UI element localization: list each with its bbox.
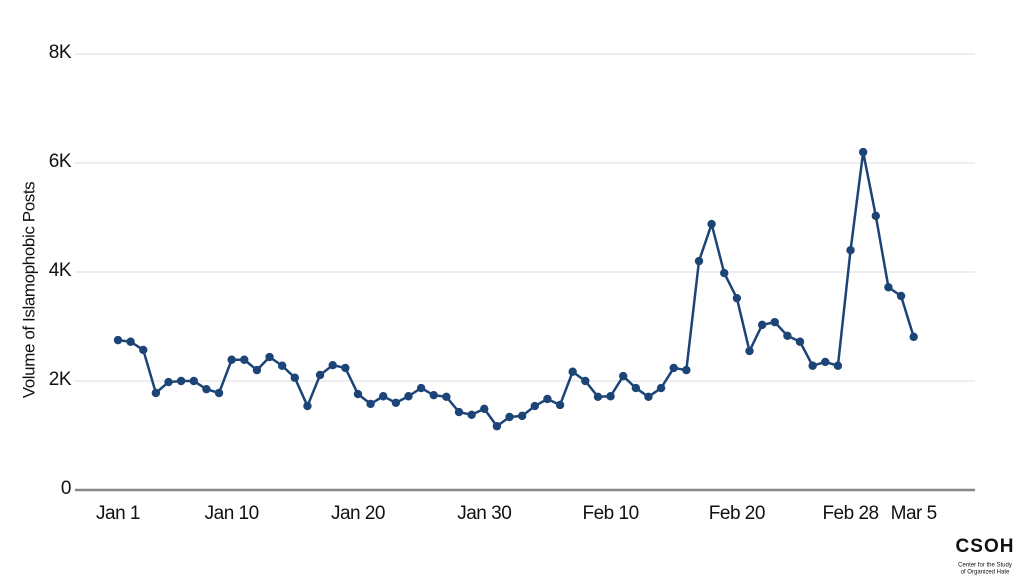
x-tick-label: Feb 10 (582, 503, 638, 524)
point (909, 332, 918, 342)
point (833, 361, 843, 370)
point (189, 376, 198, 386)
point (530, 401, 539, 411)
point (757, 320, 767, 330)
point (202, 384, 211, 394)
y-axis-label: Volume of Islamophobic Posts (19, 182, 38, 399)
point (379, 392, 388, 401)
point (113, 335, 123, 345)
point (581, 376, 590, 386)
point (391, 398, 401, 407)
point (517, 411, 527, 421)
point (770, 317, 779, 327)
y-tick-label: 8K (49, 42, 72, 63)
point (568, 367, 577, 376)
point (353, 389, 363, 399)
point (669, 363, 678, 373)
point (139, 345, 148, 355)
point (543, 394, 552, 404)
logo-text: CSOH (956, 536, 1015, 557)
point (366, 399, 375, 409)
y-tick-label: 2K (49, 369, 72, 390)
point (176, 376, 186, 386)
point (505, 412, 514, 422)
point (315, 370, 325, 380)
point (429, 390, 438, 400)
point (416, 383, 426, 393)
x-tick-label: Feb 20 (709, 503, 765, 524)
y-tick-label: 6K (49, 151, 72, 172)
point (795, 337, 805, 346)
point (745, 346, 754, 356)
point (631, 383, 641, 393)
point (467, 410, 476, 419)
point (442, 392, 451, 402)
x-tick-label: Mar 5 (891, 503, 937, 524)
point (404, 392, 413, 401)
point (593, 392, 603, 402)
point (164, 377, 173, 387)
point (290, 373, 300, 382)
point (328, 360, 337, 370)
point (682, 365, 691, 375)
x-tick-label: Jan 10 (205, 503, 259, 524)
point (846, 246, 855, 255)
point (821, 357, 830, 367)
x-tick-label: Jan 1 (96, 503, 140, 524)
y-tick-label: 4K (49, 260, 72, 281)
point (619, 371, 628, 381)
point (606, 392, 615, 401)
y-tick-label: 0 (61, 478, 71, 499)
point (858, 147, 868, 157)
point (341, 363, 350, 373)
point (720, 268, 729, 278)
point (240, 355, 249, 364)
point (871, 211, 880, 221)
point (492, 422, 502, 431)
point (265, 352, 274, 362)
point (732, 293, 742, 303)
line (117, 150, 915, 428)
x-tick-label: Jan 20 (331, 503, 385, 524)
x-tick-label: Feb 28 (822, 503, 878, 524)
point (454, 407, 464, 417)
x-tick-label: Jan 30 (457, 503, 511, 524)
point (252, 365, 262, 375)
point (896, 291, 906, 301)
logo-caption: of Organized Hate (961, 570, 1010, 576)
point (783, 331, 792, 340)
logo-caption: Center for the Study (958, 563, 1012, 569)
point (884, 283, 893, 292)
point (227, 355, 236, 364)
point (644, 392, 653, 402)
point (303, 401, 312, 411)
point (808, 361, 817, 370)
point (214, 388, 224, 398)
point (707, 219, 716, 229)
point (656, 383, 666, 393)
point (151, 388, 161, 398)
point (277, 361, 287, 370)
point (694, 256, 704, 266)
point (126, 337, 135, 346)
point (480, 404, 489, 413)
point (555, 400, 565, 410)
